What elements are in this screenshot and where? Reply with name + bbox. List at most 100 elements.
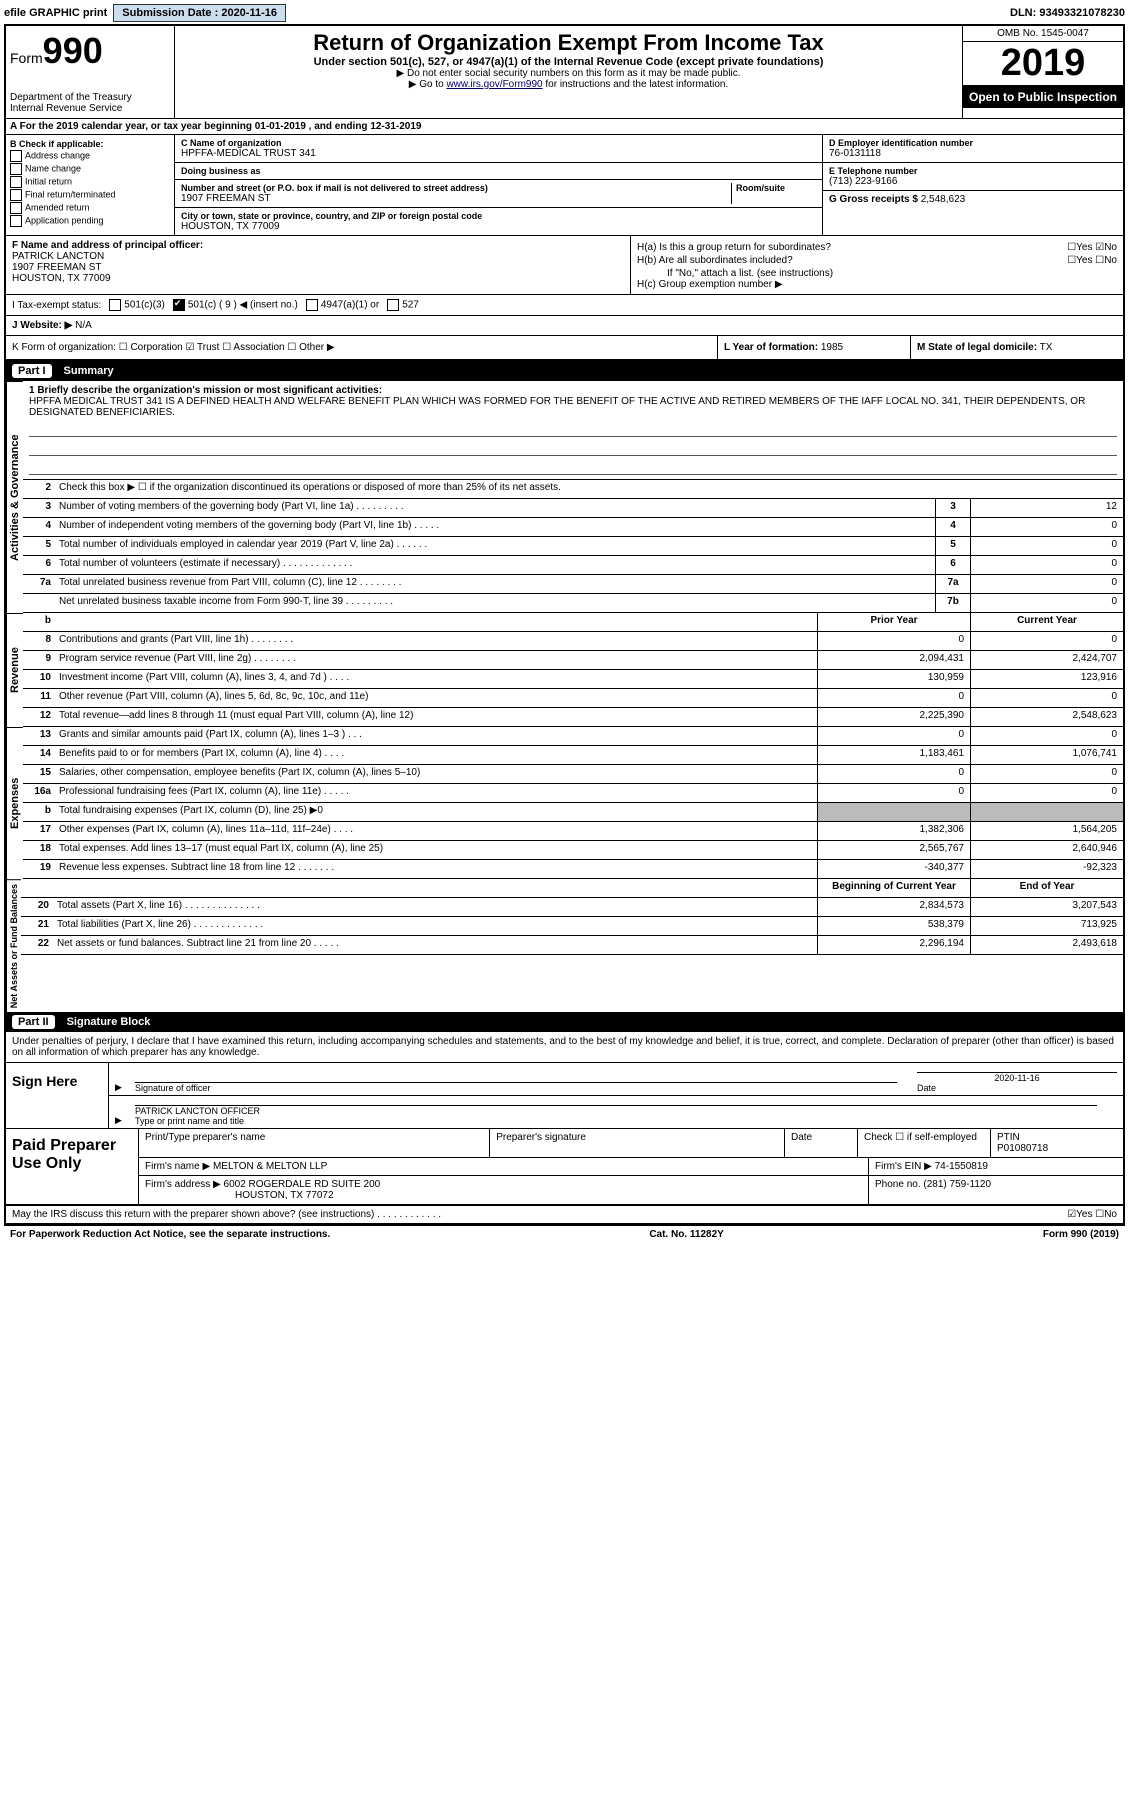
line-15: Salaries, other compensation, employee b…	[55, 765, 817, 783]
self-employed-check[interactable]: Check ☐ if self-employed	[858, 1129, 991, 1157]
officer-addr1: 1907 FREEMAN ST	[12, 262, 101, 273]
officer-name: PATRICK LANCTON	[12, 251, 104, 262]
mission-block: 1 Briefly describe the organization's mi…	[23, 381, 1123, 480]
org-name: HPFFA-MEDICAL TRUST 341	[181, 148, 816, 159]
chk-501c[interactable]: 501(c) ( 9 ) ◀ (insert no.)	[173, 299, 298, 311]
signature-declaration: Under penalties of perjury, I declare th…	[6, 1032, 1123, 1063]
preparer-date-hdr: Date	[785, 1129, 858, 1157]
firm-name: MELTON & MELTON LLP	[213, 1161, 327, 1172]
line-5: Total number of individuals employed in …	[55, 537, 935, 555]
discuss-answer: ☑Yes ☐No	[1067, 1209, 1117, 1220]
omb-number: OMB No. 1545-0047	[963, 26, 1123, 42]
addr-label: Number and street (or P.O. box if mail i…	[181, 183, 731, 193]
officer-printed-name: PATRICK LANCTON OFFICER	[135, 1106, 1097, 1116]
firm-name-label: Firm's name ▶	[145, 1161, 210, 1172]
line-18: Total expenses. Add lines 13–17 (must eq…	[55, 841, 817, 859]
discuss-question: May the IRS discuss this return with the…	[12, 1209, 441, 1220]
phone-value: (713) 223-9166	[829, 176, 1117, 187]
part-1-header: Part I Summary	[6, 361, 1123, 381]
chk-4947[interactable]: 4947(a)(1) or	[306, 299, 379, 311]
line-13: Grants and similar amounts paid (Part IX…	[55, 727, 817, 745]
hdr-beginning: Beginning of Current Year	[817, 879, 970, 897]
irs-link[interactable]: www.irs.gov/Form990	[446, 79, 542, 90]
line-16a: Professional fundraising fees (Part IX, …	[55, 784, 817, 802]
preparer-sig-hdr: Preparer's signature	[490, 1129, 785, 1157]
gross-receipts-value: 2,548,623	[921, 194, 966, 205]
summary-expenses: Expenses 13Grants and similar amounts pa…	[6, 727, 1123, 879]
hdr-end: End of Year	[970, 879, 1123, 897]
gross-receipts-label: G Gross receipts $	[829, 194, 918, 205]
dba-label: Doing business as	[181, 166, 816, 176]
inspection-label: Open to Public Inspection	[963, 86, 1123, 108]
summary-revenue: Revenue b Prior Year Current Year 8Contr…	[6, 613, 1123, 727]
sig-officer-label: Signature of officer	[135, 1083, 210, 1093]
line-21: Total liabilities (Part X, line 26) . . …	[53, 917, 817, 935]
line-7b: Net unrelated business taxable income fr…	[55, 594, 935, 612]
chk-name-change[interactable]: Name change	[10, 163, 170, 175]
chk-address-change[interactable]: Address change	[10, 150, 170, 162]
column-f-officer: F Name and address of principal officer:…	[6, 236, 630, 294]
line-16b: Total fundraising expenses (Part IX, col…	[55, 803, 817, 821]
column-c: C Name of organization HPFFA-MEDICAL TRU…	[175, 135, 822, 235]
column-deg: D Employer identification number 76-0131…	[822, 135, 1123, 235]
hdr-current-year: Current Year	[970, 613, 1123, 631]
ein-value: 76-0131118	[829, 148, 1117, 159]
form-number: 990	[43, 30, 103, 71]
website-value: N/A	[75, 320, 92, 331]
footer-form: Form 990 (2019)	[1043, 1229, 1119, 1240]
form-subtitle: Under section 501(c), 527, or 4947(a)(1)…	[183, 56, 954, 68]
paid-preparer-label: Paid Preparer Use Only	[6, 1129, 139, 1204]
line-8: Contributions and grants (Part VIII, lin…	[55, 632, 817, 650]
line-9: Program service revenue (Part VIII, line…	[55, 651, 817, 669]
city-label: City or town, state or province, country…	[181, 211, 816, 221]
col-k-form-org: K Form of organization: ☐ Corporation ☑ …	[6, 336, 717, 359]
firm-addr-label: Firm's address ▶	[145, 1179, 221, 1190]
row-a-period: A For the 2019 calendar year, or tax yea…	[6, 119, 1123, 135]
line-6: Total number of volunteers (estimate if …	[55, 556, 935, 574]
form-container: Form990 Department of the Treasury Inter…	[4, 24, 1125, 1226]
footer-cat: Cat. No. 11282Y	[649, 1229, 723, 1240]
chk-527[interactable]: 527	[387, 299, 419, 311]
header-mid: Return of Organization Exempt From Incom…	[175, 26, 962, 118]
line-19: Revenue less expenses. Subtract line 18 …	[55, 860, 817, 878]
hb-answer: ☐Yes ☐No	[1067, 255, 1117, 266]
side-net-assets: Net Assets or Fund Balances	[6, 879, 21, 1012]
ha-question: H(a) Is this a group return for subordin…	[637, 242, 831, 253]
hb-note: If "No," attach a list. (see instruction…	[637, 268, 1117, 279]
form-prefix: Form	[10, 50, 43, 66]
header-left: Form990 Department of the Treasury Inter…	[6, 26, 175, 118]
dept-label: Department of the Treasury Internal Reve…	[10, 92, 170, 114]
footer-paperwork: For Paperwork Reduction Act Notice, see …	[10, 1229, 330, 1240]
sign-here-block: Sign Here ▶ Signature of officer 2020-11…	[6, 1063, 1123, 1129]
form-title: Return of Organization Exempt From Incom…	[183, 30, 954, 56]
phone-label: E Telephone number	[829, 166, 1117, 176]
page-footer: For Paperwork Reduction Act Notice, see …	[4, 1226, 1125, 1243]
name-title-label: Type or print name and title	[135, 1116, 244, 1126]
sig-date-value: 2020-11-16	[917, 1073, 1117, 1083]
line-11: Other revenue (Part VIII, column (A), li…	[55, 689, 817, 707]
top-bar: efile GRAPHIC print Submission Date : 20…	[4, 4, 1125, 22]
org-name-label: C Name of organization	[181, 138, 816, 148]
firm-ein-label: Firm's EIN ▶	[875, 1161, 932, 1172]
ha-answer: ☐Yes ☑No	[1067, 242, 1117, 253]
preparer-name-hdr: Print/Type preparer's name	[139, 1129, 490, 1157]
chk-application-pending[interactable]: Application pending	[10, 215, 170, 227]
chk-amended-return[interactable]: Amended return	[10, 202, 170, 214]
submission-date-button[interactable]: Submission Date : 2020-11-16	[113, 4, 286, 22]
chk-final-return[interactable]: Final return/terminated	[10, 189, 170, 201]
chk-initial-return[interactable]: Initial return	[10, 176, 170, 188]
ptin-cell: PTINP01080718	[991, 1129, 1123, 1157]
summary-net-assets: Net Assets or Fund Balances Beginning of…	[6, 879, 1123, 1012]
tax-year: 2019	[963, 42, 1123, 86]
chk-501c3[interactable]: 501(c)(3)	[109, 299, 165, 311]
line-12: Total revenue—add lines 8 through 11 (mu…	[55, 708, 817, 726]
line-10: Investment income (Part VIII, column (A)…	[55, 670, 817, 688]
firm-addr2: HOUSTON, TX 77072	[145, 1190, 334, 1201]
firm-ein: 74-1550819	[935, 1161, 988, 1172]
city-state-zip: HOUSTON, TX 77009	[181, 221, 816, 232]
room-label: Room/suite	[736, 183, 816, 193]
paid-preparer-block: Paid Preparer Use Only Print/Type prepar…	[6, 1129, 1123, 1206]
firm-addr1: 6002 ROGERDALE RD SUITE 200	[224, 1179, 381, 1190]
row-j-website: J Website: ▶ N/A	[6, 316, 1123, 336]
street-address: 1907 FREEMAN ST	[181, 193, 731, 204]
